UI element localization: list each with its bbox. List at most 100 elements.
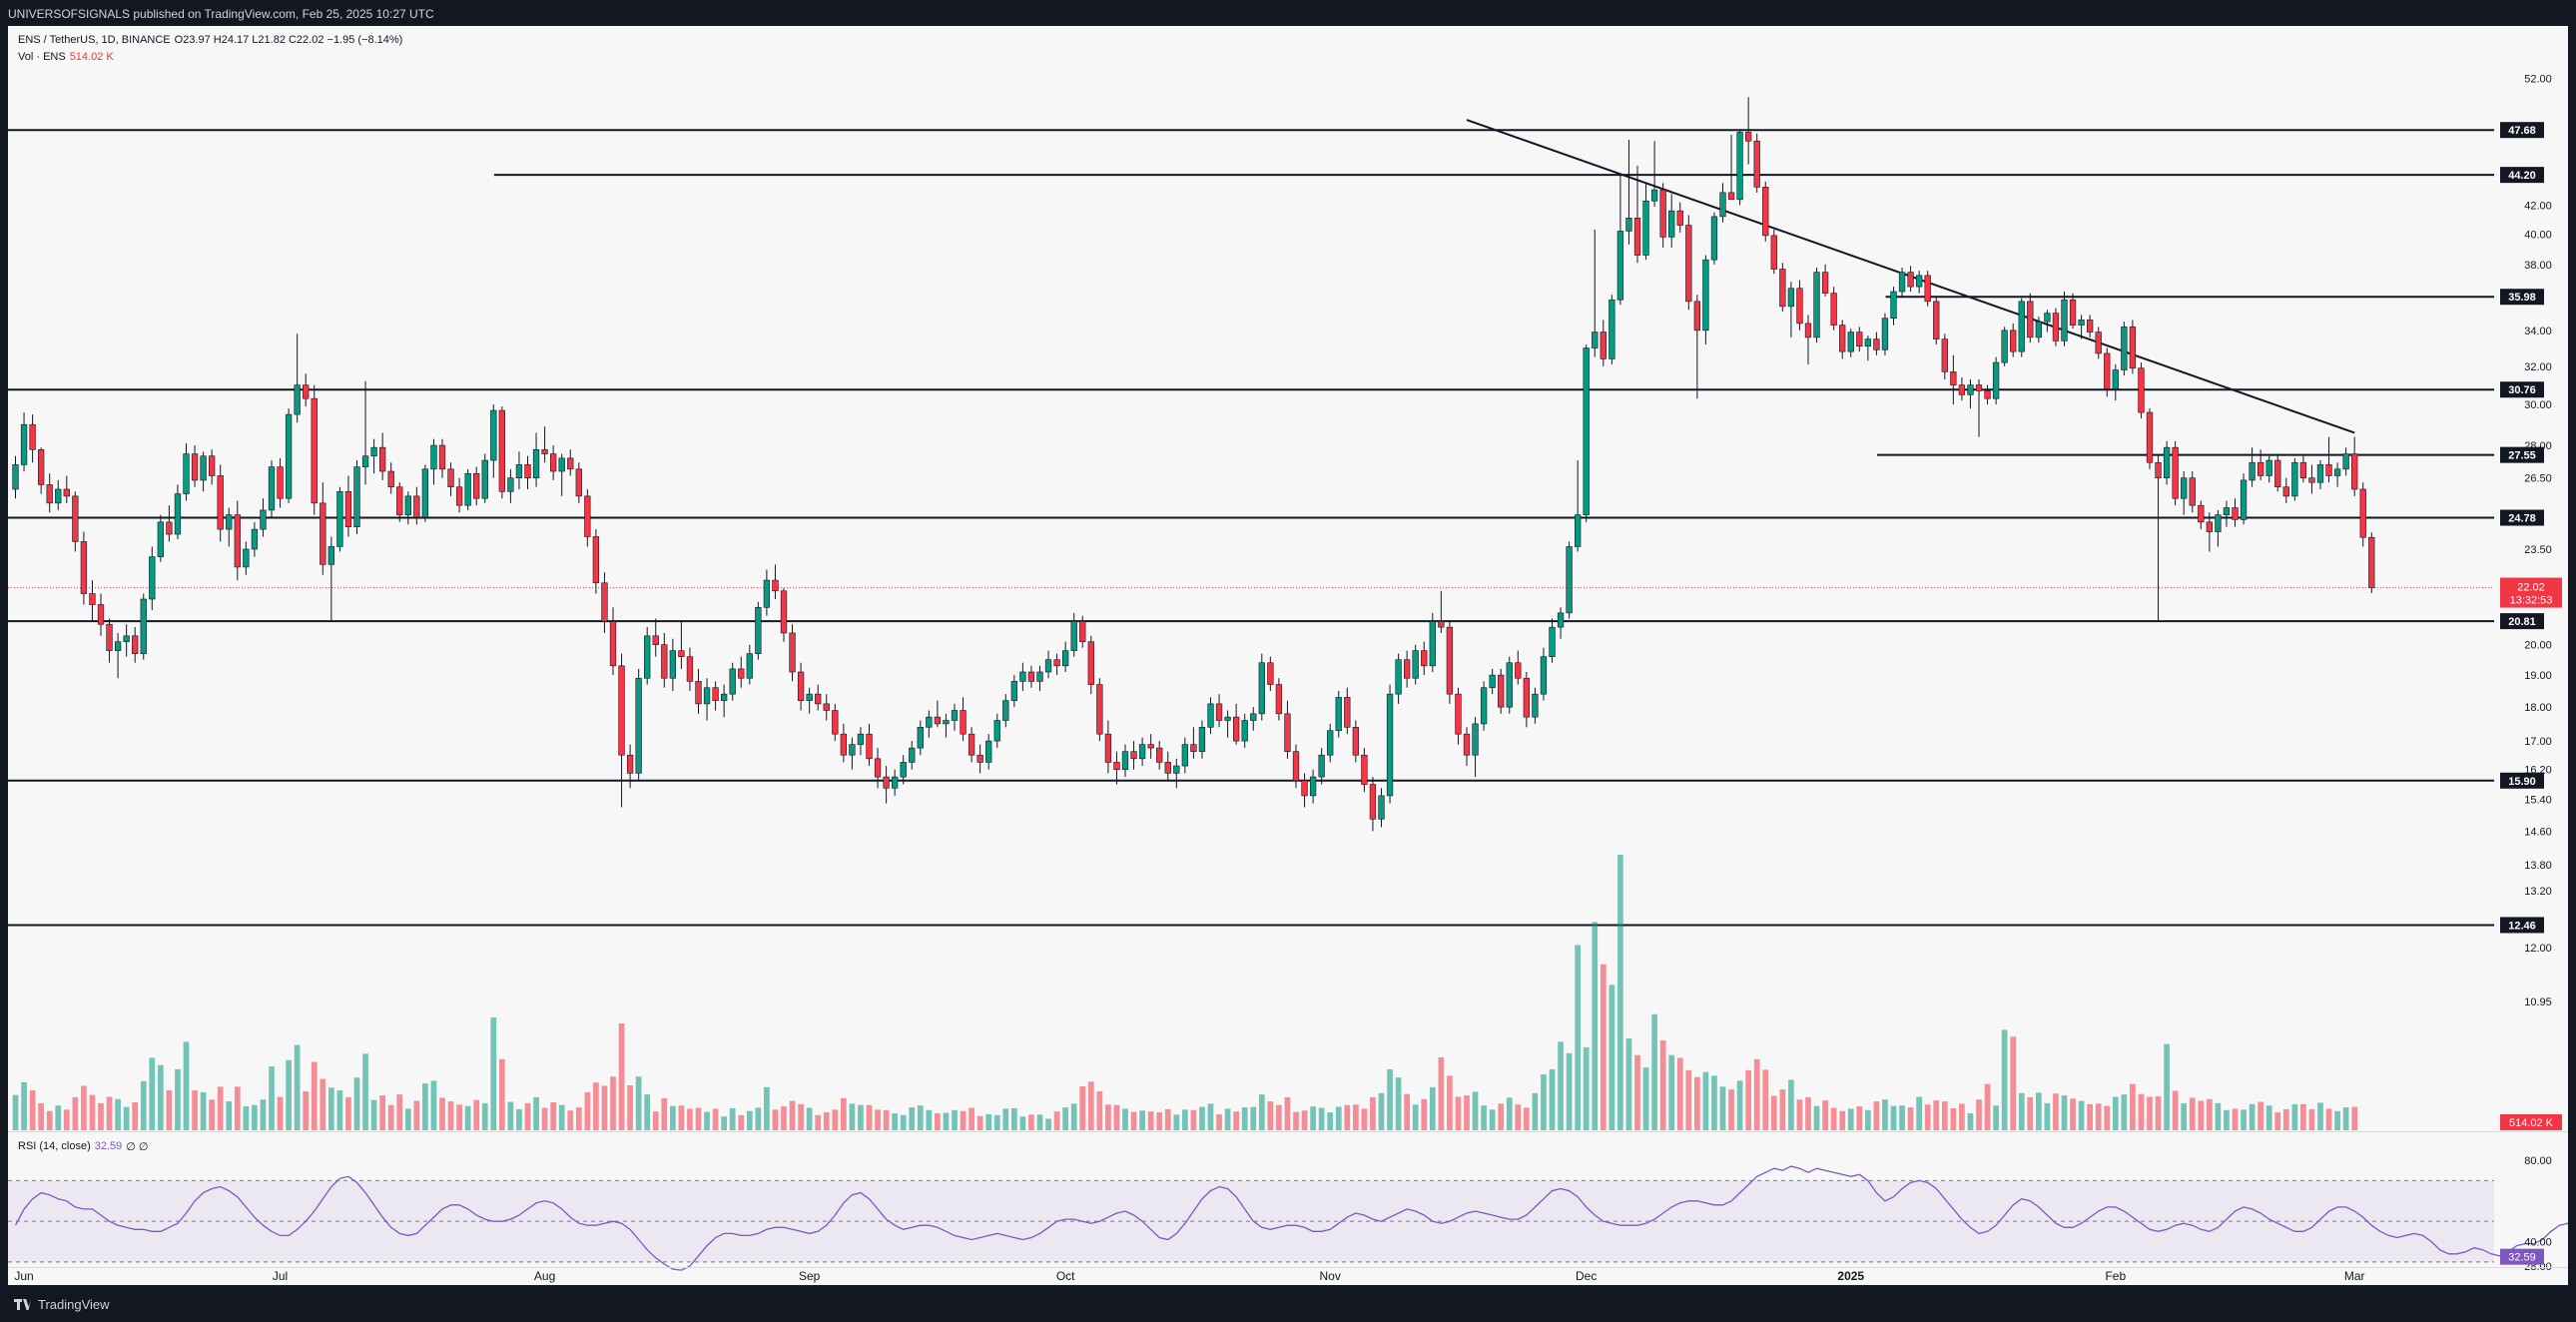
candle <box>934 700 942 728</box>
candle-body <box>1821 272 1829 294</box>
volume-bar <box>1139 1110 1145 1130</box>
volume-bar <box>1062 1107 1068 1130</box>
candle <box>464 468 471 510</box>
candle <box>1498 668 1505 714</box>
volume-bar <box>1634 1054 1640 1130</box>
volume-bar <box>1617 855 1623 1130</box>
candle-body <box>132 635 139 654</box>
volume-bar <box>404 1108 411 1130</box>
volume-bar <box>2308 1108 2315 1130</box>
candle <box>183 442 190 501</box>
volume-bar <box>2265 1105 2272 1130</box>
candle-body <box>311 397 318 504</box>
volume-bar <box>1122 1108 1128 1130</box>
volume-bar <box>1609 985 1615 1130</box>
candle-body <box>123 635 130 643</box>
volume-bar <box>1625 1038 1632 1130</box>
candle-body <box>686 656 694 682</box>
candle-body <box>729 668 736 695</box>
volume-bar <box>2274 1112 2281 1130</box>
volume-bar <box>789 1100 796 1130</box>
candle-body <box>1147 744 1154 749</box>
candle <box>1821 264 1829 297</box>
volume-bar <box>926 1109 933 1130</box>
volume-bar <box>1335 1106 1342 1130</box>
candle <box>2342 447 2349 476</box>
candle <box>2351 436 2358 496</box>
candle <box>1173 758 1180 789</box>
candle-body <box>541 448 548 454</box>
volume-bar <box>755 1107 762 1130</box>
candle-body <box>1924 275 1931 303</box>
candle <box>2044 310 2051 332</box>
candle-body <box>1762 187 1769 237</box>
rsi-label[interactable]: RSI (14, close) <box>18 1140 91 1152</box>
volume-bar <box>422 1083 428 1130</box>
candle-body <box>1702 259 1709 331</box>
volume-row: Vol · ENS 514.02 K <box>18 49 402 66</box>
volume-bar <box>832 1109 839 1130</box>
candle-body <box>353 466 360 527</box>
candle-body <box>438 444 446 470</box>
candle <box>1676 202 1683 233</box>
volume-bar <box>1028 1114 1034 1130</box>
volume-bar <box>439 1097 445 1130</box>
candle-body <box>106 623 113 651</box>
candle <box>353 460 360 535</box>
volume-bar <box>550 1101 556 1130</box>
candle <box>2010 323 2017 357</box>
candle-body <box>1676 210 1683 226</box>
volume-bar <box>106 1096 113 1130</box>
rsi-value: 32.59 <box>94 1140 123 1152</box>
tradingview-brand[interactable]: TradingView <box>14 1297 110 1312</box>
rsi-legend: RSI (14, close) 32.59 ∅ ∅ <box>18 1140 149 1153</box>
price-axis: 52.00 47.68 44.20 42.00 40.00 38.00 35.98 34.00… <box>2500 74 2562 1273</box>
volume-label[interactable]: Vol · ENS <box>18 51 66 63</box>
volume-bar <box>1070 1103 1077 1130</box>
candle <box>29 414 36 463</box>
volume-bar <box>396 1094 403 1130</box>
price-tick-label: 17.00 <box>2524 736 2552 748</box>
candle <box>260 498 267 537</box>
candle <box>2027 293 2034 343</box>
candle-body <box>1318 754 1325 778</box>
candle <box>2001 327 2008 366</box>
chart-frame[interactable]: 52.00 47.68 44.20 42.00 40.00 38.00 35.98 34.00… <box>8 26 2568 1285</box>
candle <box>900 755 907 785</box>
volume-bar <box>55 1105 62 1130</box>
candle-body <box>1549 626 1556 657</box>
candle-body <box>635 677 642 774</box>
candle-body <box>157 521 164 557</box>
symbol-title[interactable]: ENS / TetherUS, 1D, BINANCE <box>18 34 171 46</box>
candle-body <box>29 423 36 450</box>
candle-body <box>1796 288 1803 325</box>
candle-body <box>421 468 429 518</box>
candle-body <box>1258 662 1265 715</box>
candle <box>849 737 856 770</box>
candle <box>455 477 463 513</box>
candle-body <box>1241 720 1248 742</box>
chart-canvas[interactable]: 52.00 47.68 44.20 42.00 40.00 38.00 35.98 34.00… <box>8 26 2568 1285</box>
candle-body <box>277 466 284 499</box>
candle-body <box>413 495 420 518</box>
candle-body <box>481 459 488 499</box>
candle <box>157 514 164 562</box>
candle-body <box>200 455 207 481</box>
volume-bar <box>1327 1112 1334 1130</box>
candle <box>2155 453 2162 622</box>
candle-body <box>1881 318 1889 350</box>
candle <box>1421 641 1428 676</box>
volume-bar <box>328 1087 334 1130</box>
candle <box>430 438 437 485</box>
candle <box>404 491 411 525</box>
price-tick-label: 14.60 <box>2524 826 2552 838</box>
candle-body <box>1907 272 1914 288</box>
rsi-badge <box>2500 1248 2544 1265</box>
candle <box>2359 482 2366 547</box>
level-label: 15.90 <box>2508 776 2536 788</box>
countdown-label: 13:32:53 <box>2510 595 2553 607</box>
candle-body <box>2181 477 2188 499</box>
candle-body <box>755 607 762 654</box>
candle-body <box>1625 218 1632 232</box>
candle <box>1532 687 1539 724</box>
